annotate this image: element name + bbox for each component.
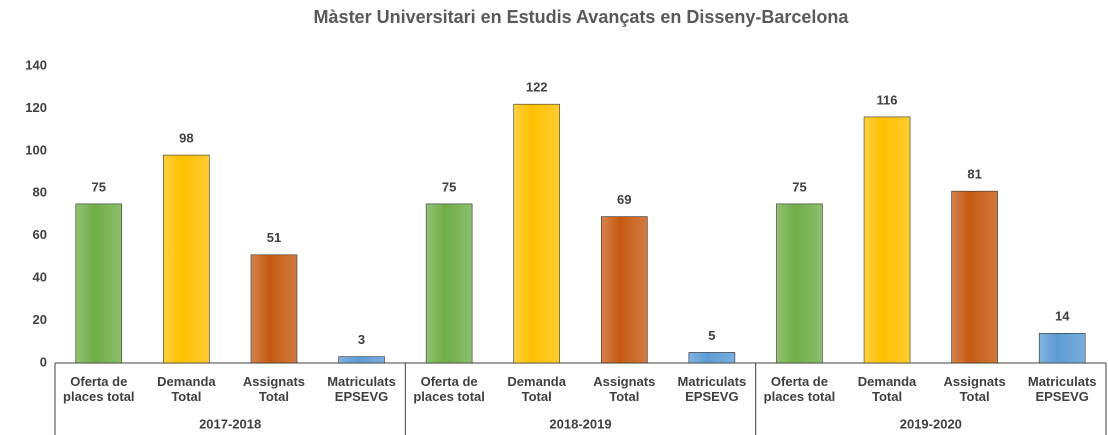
bar [163, 154, 210, 364]
group-label: 2019-2020 [900, 416, 962, 431]
bar [425, 203, 473, 364]
x-tick-label: Oferta de places total [413, 374, 485, 404]
y-tick-label: 60 [33, 227, 47, 242]
bar [513, 103, 561, 364]
value-label: 98 [179, 131, 193, 146]
chart-title: Màster Universitari en Estudis Avançats … [314, 7, 850, 27]
bar [688, 352, 736, 364]
bar [1038, 332, 1086, 364]
value-label: 122 [526, 80, 548, 95]
value-label: 3 [358, 332, 365, 347]
y-tick-label: 80 [33, 185, 47, 200]
value-label: 51 [267, 230, 281, 245]
bar [338, 356, 385, 364]
y-tick-label: 40 [33, 270, 47, 285]
value-label: 5 [708, 328, 715, 343]
x-tick-label: Assignats Total [242, 374, 306, 404]
x-tick-label: Oferta de places total [763, 374, 836, 404]
bar [951, 190, 998, 364]
bar [75, 203, 123, 364]
group-label: 2017-2018 [199, 416, 261, 431]
y-tick-label: 140 [25, 57, 47, 72]
y-tick-label: 100 [25, 142, 47, 157]
value-label: 75 [92, 179, 106, 194]
bar [863, 116, 911, 364]
x-tick-label: Assignats Total [593, 374, 656, 404]
bar [600, 216, 648, 364]
y-tick-label: 20 [33, 312, 47, 327]
y-tick-label: 120 [25, 100, 47, 115]
x-tick-label: Matriculats EPSEVG [677, 374, 747, 404]
group-label: 2018-2019 [549, 416, 611, 431]
value-label: 81 [967, 167, 981, 182]
value-label: 75 [792, 179, 806, 194]
x-tick-label: Matriculats EPSEVG [1027, 374, 1097, 404]
x-tick-label: Matriculats EPSEVG [327, 374, 396, 404]
bar [250, 254, 298, 364]
x-tick-label: Demanda Total [157, 374, 216, 404]
value-label: 116 [877, 92, 898, 107]
bar [776, 203, 823, 364]
value-label: 69 [617, 192, 631, 207]
value-label: 75 [442, 179, 456, 194]
x-tick-label: Demanda Total [857, 374, 917, 404]
x-tick-label: Assignats Total [943, 374, 1006, 404]
y-tick-label: 0 [40, 354, 47, 369]
value-label: 14 [1055, 309, 1070, 324]
x-tick-label: Demanda Total [507, 374, 566, 404]
x-tick-label: Oferta de places total [63, 374, 135, 404]
